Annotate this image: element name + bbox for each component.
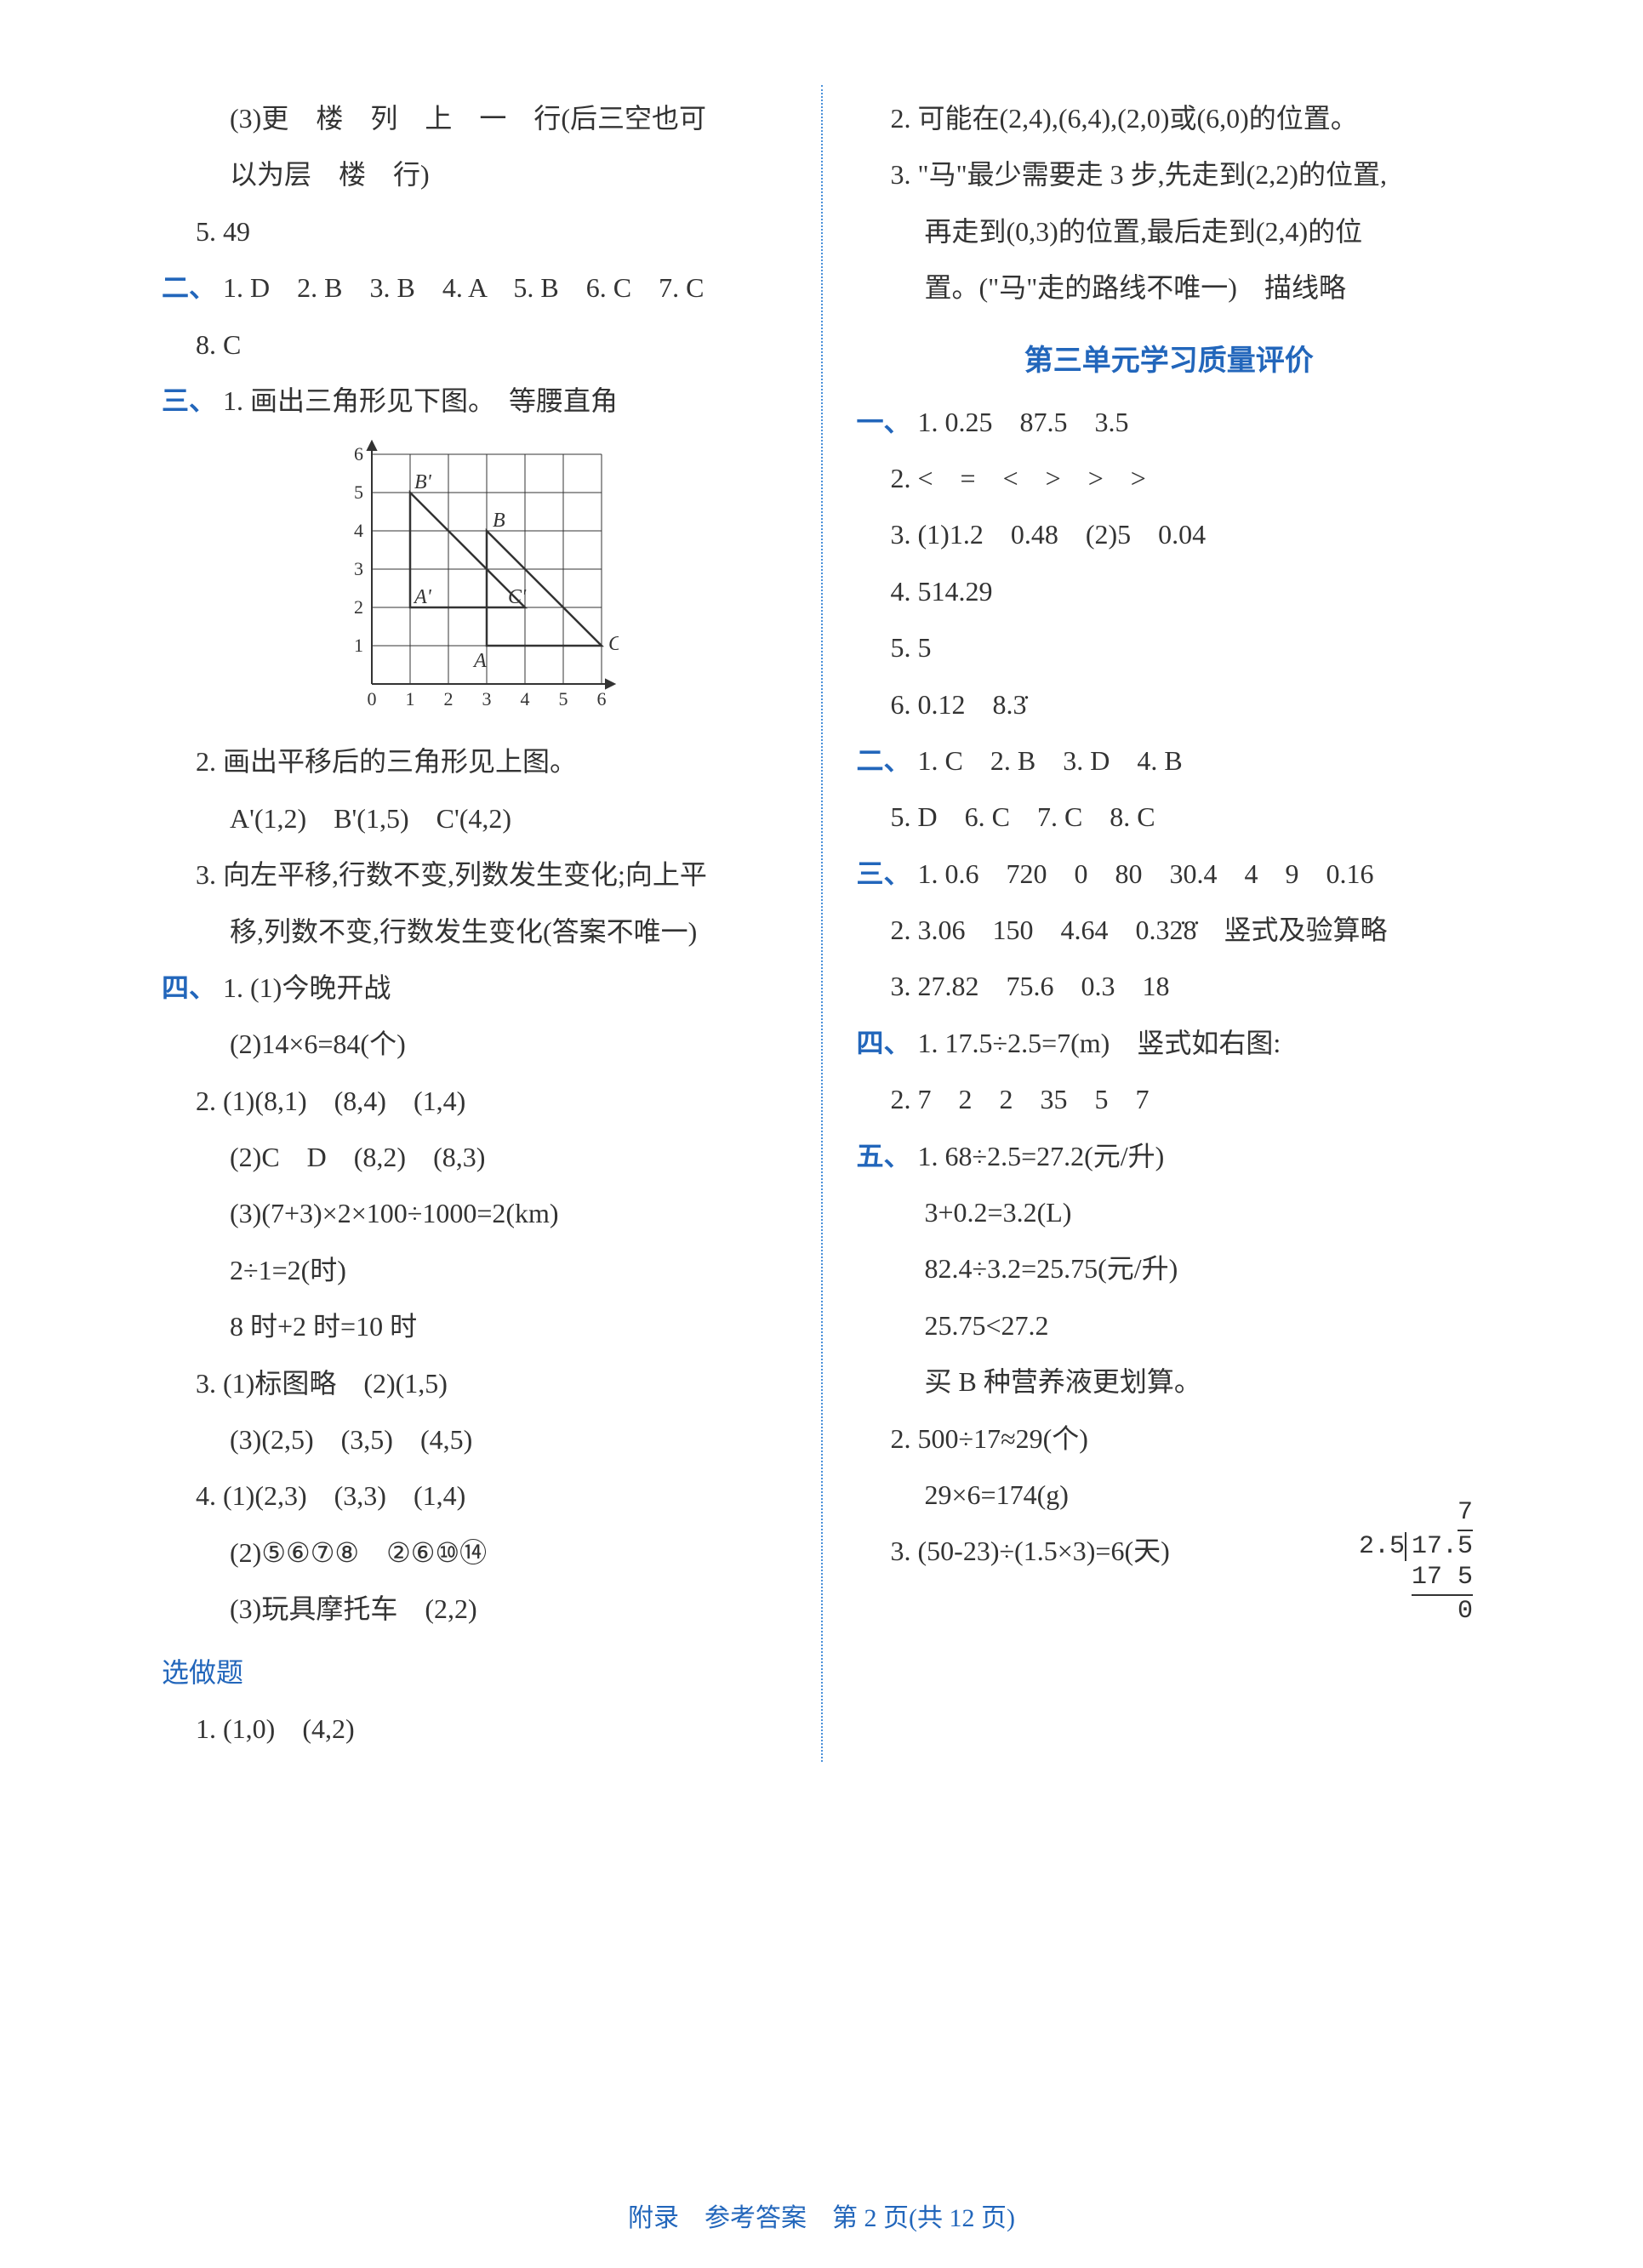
- text-line: 2. 500÷17≈29(个): [857, 1416, 1482, 1462]
- text-line: 买 B 种营养液更划算。: [857, 1359, 1482, 1405]
- answer-text: 1. 17.5÷2.5=7(m) 竖式如右图:: [918, 1028, 1281, 1058]
- svg-text:B: B: [493, 510, 505, 532]
- unit-title: 第三单元学习质量评价: [857, 337, 1482, 379]
- ld-main: 2.517.5: [1355, 1531, 1473, 1562]
- answer-text: 1. (1)今晚开战: [223, 972, 391, 1003]
- text-line: 8 时+2 时=10 时: [162, 1303, 787, 1349]
- svg-text:0: 0: [368, 688, 377, 709]
- text-line: 5. 49: [162, 208, 787, 254]
- text-line: 8. C: [162, 322, 787, 368]
- text-line: 2. 7 2 2 35 5 7: [857, 1076, 1482, 1122]
- section-row: 五、 1. 68÷2.5=27.2(元/升): [857, 1133, 1482, 1179]
- text-line: A'(1,2) B'(1,5) C'(4,2): [162, 795, 787, 841]
- text-line: 置。("马"走的路线不唯一) 描线略: [857, 265, 1482, 311]
- answer-text: 1. 0.25 87.5 3.5: [918, 407, 1129, 437]
- svg-text:A': A': [413, 586, 432, 608]
- svg-text:3: 3: [354, 558, 363, 579]
- section-label: 四、: [857, 1028, 911, 1058]
- text-line: 3. 27.82 75.6 0.3 18: [857, 963, 1482, 1009]
- text-line: 2. 画出平移后的三角形见上图。: [162, 738, 787, 784]
- text-line: 6. 0.12 8.3̇: [857, 681, 1482, 727]
- text-line: (3)(7+3)×2×100÷1000=2(km): [162, 1190, 787, 1236]
- text-line: 2. (1)(8,1) (8,4) (1,4): [162, 1078, 787, 1124]
- column-divider: [821, 85, 823, 1762]
- left-column: (3)更 楼 列 上 一 行(后三空也可 以为层 楼 行) 5. 49 二、 1…: [136, 85, 813, 1762]
- page-footer: 附录 参考答案 第 2 页(共 12 页): [0, 2197, 1643, 2234]
- answer-text: 1. D 2. B 3. B 4. A 5. B 6. C 7. C: [223, 272, 704, 303]
- text-line: (2)C D (8,2) (8,3): [162, 1134, 787, 1180]
- answer-text: 1. 68÷2.5=27.2(元/升): [918, 1141, 1165, 1171]
- text-line: 2. < = < > > >: [857, 455, 1482, 501]
- text-line: (3)更 楼 列 上 一 行(后三空也可: [162, 95, 787, 141]
- text-line: 4. (1)(2,3) (3,3) (1,4): [162, 1473, 787, 1519]
- text-line: 5. 5: [857, 624, 1482, 670]
- text-line: (2)⑤⑥⑦⑧ ②⑥⑩⑭: [162, 1530, 787, 1576]
- answer-text: 1. 0.6 720 0 80 30.4 4 9 0.16: [918, 858, 1374, 889]
- svg-text:2: 2: [354, 596, 363, 618]
- text-line: 3. 向左平移,行数不变,列数发生变化;向上平: [162, 852, 787, 898]
- section-row: 三、 1. 画出三角形见下图。 等腰直角: [162, 378, 787, 424]
- text-line: 3. "马"最少需要走 3 步,先走到(2,2)的位置,: [857, 151, 1482, 197]
- text-line: (3)玩具摩托车 (2,2): [162, 1586, 787, 1632]
- text-line: 2. 3.06 150 4.64 0.32̇8̇ 竖式及验算略: [857, 907, 1482, 953]
- text-line: 2. 可能在(2,4),(6,4),(2,0)或(6,0)的位置。: [857, 95, 1482, 141]
- text-line: 再走到(0,3)的位置,最后走到(2,4)的位: [857, 208, 1482, 254]
- text-line: 以为层 楼 行): [162, 151, 787, 197]
- text-line: (3)(2,5) (3,5) (4,5): [162, 1416, 787, 1462]
- text-line: 82.4÷3.2=25.75(元/升): [857, 1245, 1482, 1291]
- svg-text:4: 4: [521, 688, 530, 709]
- svg-text:1: 1: [406, 688, 415, 709]
- ld-step: 0: [1355, 1596, 1473, 1627]
- text-line: 1. (1,0) (4,2): [162, 1706, 787, 1752]
- ld-step: 17 5: [1355, 1562, 1473, 1596]
- section-label: 三、: [162, 385, 216, 416]
- text-line: 4. 514.29: [857, 568, 1482, 614]
- text-line: 25.75<27.2: [857, 1302, 1482, 1348]
- svg-text:A: A: [472, 650, 487, 672]
- svg-text:4: 4: [354, 520, 363, 541]
- section-row: 三、 1. 0.6 720 0 80 30.4 4 9 0.16: [857, 851, 1482, 897]
- answer-text: 1. C 2. B 3. D 4. B: [918, 745, 1183, 776]
- svg-text:5: 5: [559, 688, 568, 709]
- answer-text: 1. 画出三角形见下图。 等腰直角: [223, 385, 618, 416]
- svg-text:C: C: [608, 633, 619, 655]
- section-label: 一、: [857, 407, 911, 437]
- grid-chart: 1 2 3 4 5 6 0 1 2 3 4 5: [162, 437, 787, 725]
- text-line: (2)14×6=84(个): [162, 1021, 787, 1067]
- svg-text:C': C': [508, 586, 527, 608]
- section-label: 二、: [857, 745, 911, 776]
- section-row: 二、 1. C 2. B 3. D 4. B: [857, 738, 1482, 784]
- svg-text:5: 5: [354, 482, 363, 503]
- text-line: 3. (1)标图略 (2)(1,5): [162, 1360, 787, 1406]
- section-row: 四、 1. (1)今晚开战: [162, 965, 787, 1011]
- svg-text:2: 2: [444, 688, 454, 709]
- text-line: 5. D 6. C 7. C 8. C: [857, 794, 1482, 840]
- svg-text:6: 6: [354, 443, 363, 464]
- ld-quotient: 7: [1355, 1497, 1473, 1531]
- section-label: 三、: [857, 858, 911, 889]
- section-label: 五、: [857, 1141, 911, 1171]
- text-line: 3+0.2=3.2(L): [857, 1189, 1482, 1235]
- svg-text:6: 6: [597, 688, 607, 709]
- triangle-grid-svg: 1 2 3 4 5 6 0 1 2 3 4 5: [329, 437, 619, 718]
- text-line: 移,列数不变,行数发生变化(答案不唯一): [162, 909, 787, 954]
- section-label: 二、: [162, 272, 216, 303]
- section-row: 一、 1. 0.25 87.5 3.5: [857, 399, 1482, 445]
- text-line: 2÷1=2(时): [162, 1247, 787, 1293]
- text-line: 3. (1)1.2 0.48 (2)5 0.04: [857, 511, 1482, 557]
- long-division: 7 2.517.5 17 5 0: [1355, 1497, 1473, 1627]
- section-row: 四、 1. 17.5÷2.5=7(m) 竖式如右图:: [857, 1020, 1482, 1066]
- section-row: 二、 1. D 2. B 3. B 4. A 5. B 6. C 7. C: [162, 265, 787, 311]
- svg-text:3: 3: [482, 688, 492, 709]
- svg-text:B': B': [414, 471, 432, 493]
- svg-text:1: 1: [354, 635, 363, 656]
- section-label: 四、: [162, 972, 216, 1003]
- optional-heading: 选做题: [162, 1650, 787, 1695]
